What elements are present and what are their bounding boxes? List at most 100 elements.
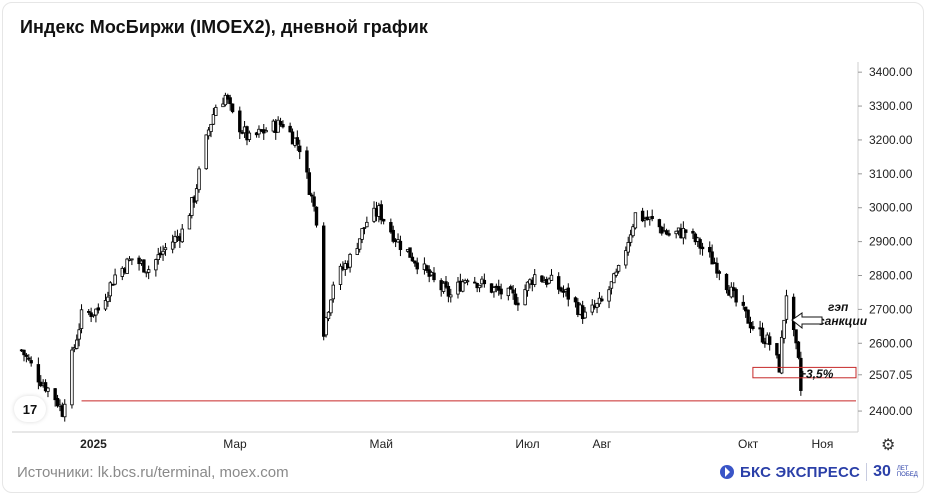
candle-body <box>79 309 84 329</box>
candle-body <box>223 94 228 106</box>
candle-body <box>163 247 168 251</box>
candle-body <box>715 262 719 274</box>
candle-body <box>710 251 714 265</box>
candle-body <box>566 287 570 300</box>
candle-body <box>559 287 563 292</box>
candle-body <box>329 299 333 314</box>
candle-body <box>767 336 772 345</box>
candle-body <box>338 265 343 285</box>
candle-body <box>288 125 292 133</box>
candle-body <box>324 317 328 336</box>
candle-body <box>396 239 400 243</box>
brand-logo: БКС ЭКСПРЕСС 30 ЛЕТ ПОБЕД <box>720 462 919 482</box>
candle-body <box>684 229 688 233</box>
candle-body <box>180 228 184 243</box>
candle-body <box>595 303 599 308</box>
candle-body <box>230 103 235 113</box>
candle-body <box>53 388 57 401</box>
candle-body <box>187 215 192 230</box>
candle-body <box>691 230 695 234</box>
candle-body <box>381 219 386 222</box>
candle-body <box>674 230 678 235</box>
candle-body <box>708 247 712 253</box>
candle-body <box>22 349 26 356</box>
candle-body <box>583 311 587 319</box>
candle-body <box>477 284 482 289</box>
candle-body <box>547 278 551 284</box>
candle-body <box>681 228 686 239</box>
candle-body <box>24 354 29 357</box>
x-tick-label: Ноя <box>812 437 834 451</box>
candle-body <box>660 226 664 234</box>
candle-body <box>509 286 513 290</box>
candle-body <box>130 258 134 261</box>
candle-body <box>631 226 635 237</box>
candle-body <box>391 229 395 242</box>
candle-body <box>744 306 748 312</box>
candle-body <box>609 281 614 289</box>
x-tick-label: 2025 <box>80 437 107 451</box>
candle-body <box>556 276 561 290</box>
candle-body <box>264 130 268 133</box>
y-tick-label: 2507.05 <box>869 368 913 382</box>
candle-body <box>465 280 470 283</box>
candle-body <box>633 212 638 229</box>
candle-body <box>211 114 216 125</box>
candle-body <box>214 107 218 116</box>
candle-body <box>142 259 146 273</box>
candle-body <box>624 250 628 266</box>
candle-body <box>331 284 335 300</box>
candle-body <box>717 271 722 274</box>
gap-box <box>752 366 857 379</box>
candle-body <box>204 134 208 170</box>
candle-body <box>29 360 33 364</box>
y-tick-label: 3100.00 <box>869 167 913 181</box>
gap-annotation-line: санкции <box>818 314 868 328</box>
candle-body <box>389 222 393 233</box>
candle-body <box>322 225 326 337</box>
candle-body <box>667 233 671 236</box>
candle-body <box>63 403 67 418</box>
candle-body <box>278 121 283 125</box>
candle-body <box>348 253 352 268</box>
candle-body <box>161 250 165 255</box>
candle-body <box>513 293 518 305</box>
candle-body <box>106 296 110 303</box>
candle-body <box>221 103 225 108</box>
candle-body <box>310 194 314 197</box>
y-tick-label: 3400.00 <box>869 65 913 79</box>
brand-30: 30 <box>866 463 891 481</box>
candle-body <box>640 210 645 222</box>
candle-body <box>146 269 151 273</box>
candle-body <box>228 97 232 105</box>
y-tick-label: 2400.00 <box>869 404 913 418</box>
y-tick-label: 2900.00 <box>869 235 913 249</box>
arrow-left-icon <box>791 312 823 330</box>
y-tick-label: 2700.00 <box>869 302 913 316</box>
y-tick-label: 2600.00 <box>869 336 913 350</box>
candle-body <box>473 281 477 284</box>
candle-body <box>190 197 194 216</box>
candle-body <box>614 271 618 276</box>
candle-body <box>197 168 201 191</box>
candle-body <box>46 387 50 392</box>
candle-body <box>238 110 242 133</box>
brand-text: БКС ЭКСПРЕСС <box>740 463 861 481</box>
candle-body <box>43 382 48 392</box>
candle-body <box>108 282 113 297</box>
candle-body <box>782 319 786 339</box>
candle-body <box>664 230 669 235</box>
candle-body <box>657 219 662 228</box>
gear-icon[interactable]: ⚙ <box>881 437 896 454</box>
candle-body <box>540 275 544 282</box>
candle-body <box>794 329 798 344</box>
y-tick-label: 2800.00 <box>869 269 913 283</box>
candle-body <box>96 307 101 311</box>
candle-body <box>698 239 702 249</box>
x-tick-label: Авг <box>592 437 611 451</box>
candle-body <box>432 272 436 281</box>
brand-small: ЛЕТ ПОБЕД <box>896 466 918 478</box>
candle-body <box>444 281 448 288</box>
tradingview-logo: 17 <box>14 396 46 422</box>
